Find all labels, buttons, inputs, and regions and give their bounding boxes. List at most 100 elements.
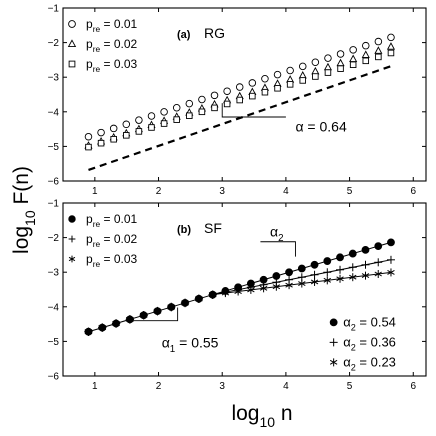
panel-a-y-tick-label: −2 [48,38,60,49]
alpha2-annotation: α2 [270,223,284,243]
data-point [173,116,180,123]
data-point [336,253,344,262]
alpha-annotation-rest: = 0.64 [304,119,347,135]
data-point [97,128,105,137]
data-point [374,242,383,251]
slope-legend-label-symbol: α [343,334,351,349]
data-point [247,285,255,294]
data-point [248,79,257,87]
data-point-arm [221,290,230,296]
data-point [387,268,395,277]
data-point [348,249,357,258]
panel-a-y-tick-label: −4 [48,107,60,118]
panel-a-legend-marker [67,39,77,47]
panel-b-legend-label-sub: re [93,219,101,229]
panel-a-legend-label-rest: = 0.03 [100,57,137,71]
y-axis-label: log10 F(n) [10,166,38,254]
series-b-3 [221,268,395,298]
data-point [181,299,189,307]
alpha-leader [221,103,286,118]
data-point [139,311,148,320]
data-point [387,33,395,42]
panel-a-legend-label-prefix: p [86,17,93,31]
data-point [349,46,357,54]
data-point-arm [259,285,268,291]
data-point [261,88,269,96]
data-point [172,103,181,112]
data-point [311,58,320,66]
panel-a-x-tick-label: 5 [347,186,353,197]
data-point [298,71,307,79]
panel-b-legend-label-sub: re [93,259,101,269]
panel-b-label: (b) [177,224,191,236]
data-point [208,290,217,299]
data-point [324,69,332,76]
panel-b-legend-marker [68,255,76,263]
panel-a-legend-label-prefix: p [86,37,93,51]
panel-a-legend-label-sub: re [93,24,101,34]
data-point [148,124,155,131]
data-point [323,257,332,265]
data-point [336,265,345,274]
panel-a-x-tick-label: 3 [219,186,225,197]
slope-legend-label: α2 = 0.23 [343,354,396,372]
data-point [110,135,117,143]
data-point [323,276,332,285]
panel-a-label: (a) [177,29,191,41]
data-point [387,49,395,57]
alpha-annotation-symbol: α [295,119,303,135]
data-point [374,37,383,46]
data-point-arm [272,284,281,290]
data-point [324,54,332,62]
panel-b-legend-label-prefix: p [86,212,93,226]
panel-a-x-tick-label: 6 [410,186,416,197]
data-point [361,245,370,254]
panel-b-x-tick-label: 6 [410,381,416,392]
panel-a-y-tick-label: −6 [48,177,60,188]
panel-b-y-tick-label: −5 [48,337,60,348]
panel-a-y-tick-label: −3 [48,73,60,84]
data-point [374,46,383,54]
slope-legend-marker [329,338,338,347]
panel-a-legend-label: pre = 0.02 [86,37,137,54]
data-point [297,264,306,273]
data-point [153,307,162,316]
data-point [160,120,168,127]
data-point [186,112,193,119]
data-point [135,116,143,124]
alpha1-leader [126,307,179,322]
data-point [125,315,134,324]
data-point [285,268,293,277]
data-point [274,85,281,92]
panel-b-y-tick-label: −1 [48,199,60,210]
panel-a-x-tick-label: 4 [283,186,289,197]
data-point [362,41,370,50]
data-point [312,73,319,80]
data-point-arm [349,274,357,280]
data-point [386,42,396,50]
panel-b-legend-label-prefix: p [86,232,93,246]
data-point [299,77,306,84]
series-a-3 [85,49,395,151]
data-point [310,270,319,279]
slope-legend-marker-arm [329,359,338,365]
slope-legend-label-symbol: α [343,354,351,369]
data-point [348,263,357,272]
data-point [362,57,370,65]
data-point [375,53,382,61]
data-point [123,132,130,139]
data-point [160,108,168,116]
panel-b-legend-label: pre = 0.02 [86,232,137,249]
panel-b-x-tick-label: 4 [283,381,289,392]
data-point [336,50,345,58]
data-point [387,238,395,247]
data-point [109,124,118,133]
panel-b-x-tick-label: 5 [347,381,353,392]
data-point [122,120,131,129]
panel-b-x-tick-label: 2 [156,381,162,392]
panel-b-y-tick-label: −3 [48,268,60,279]
data-point [286,81,294,88]
